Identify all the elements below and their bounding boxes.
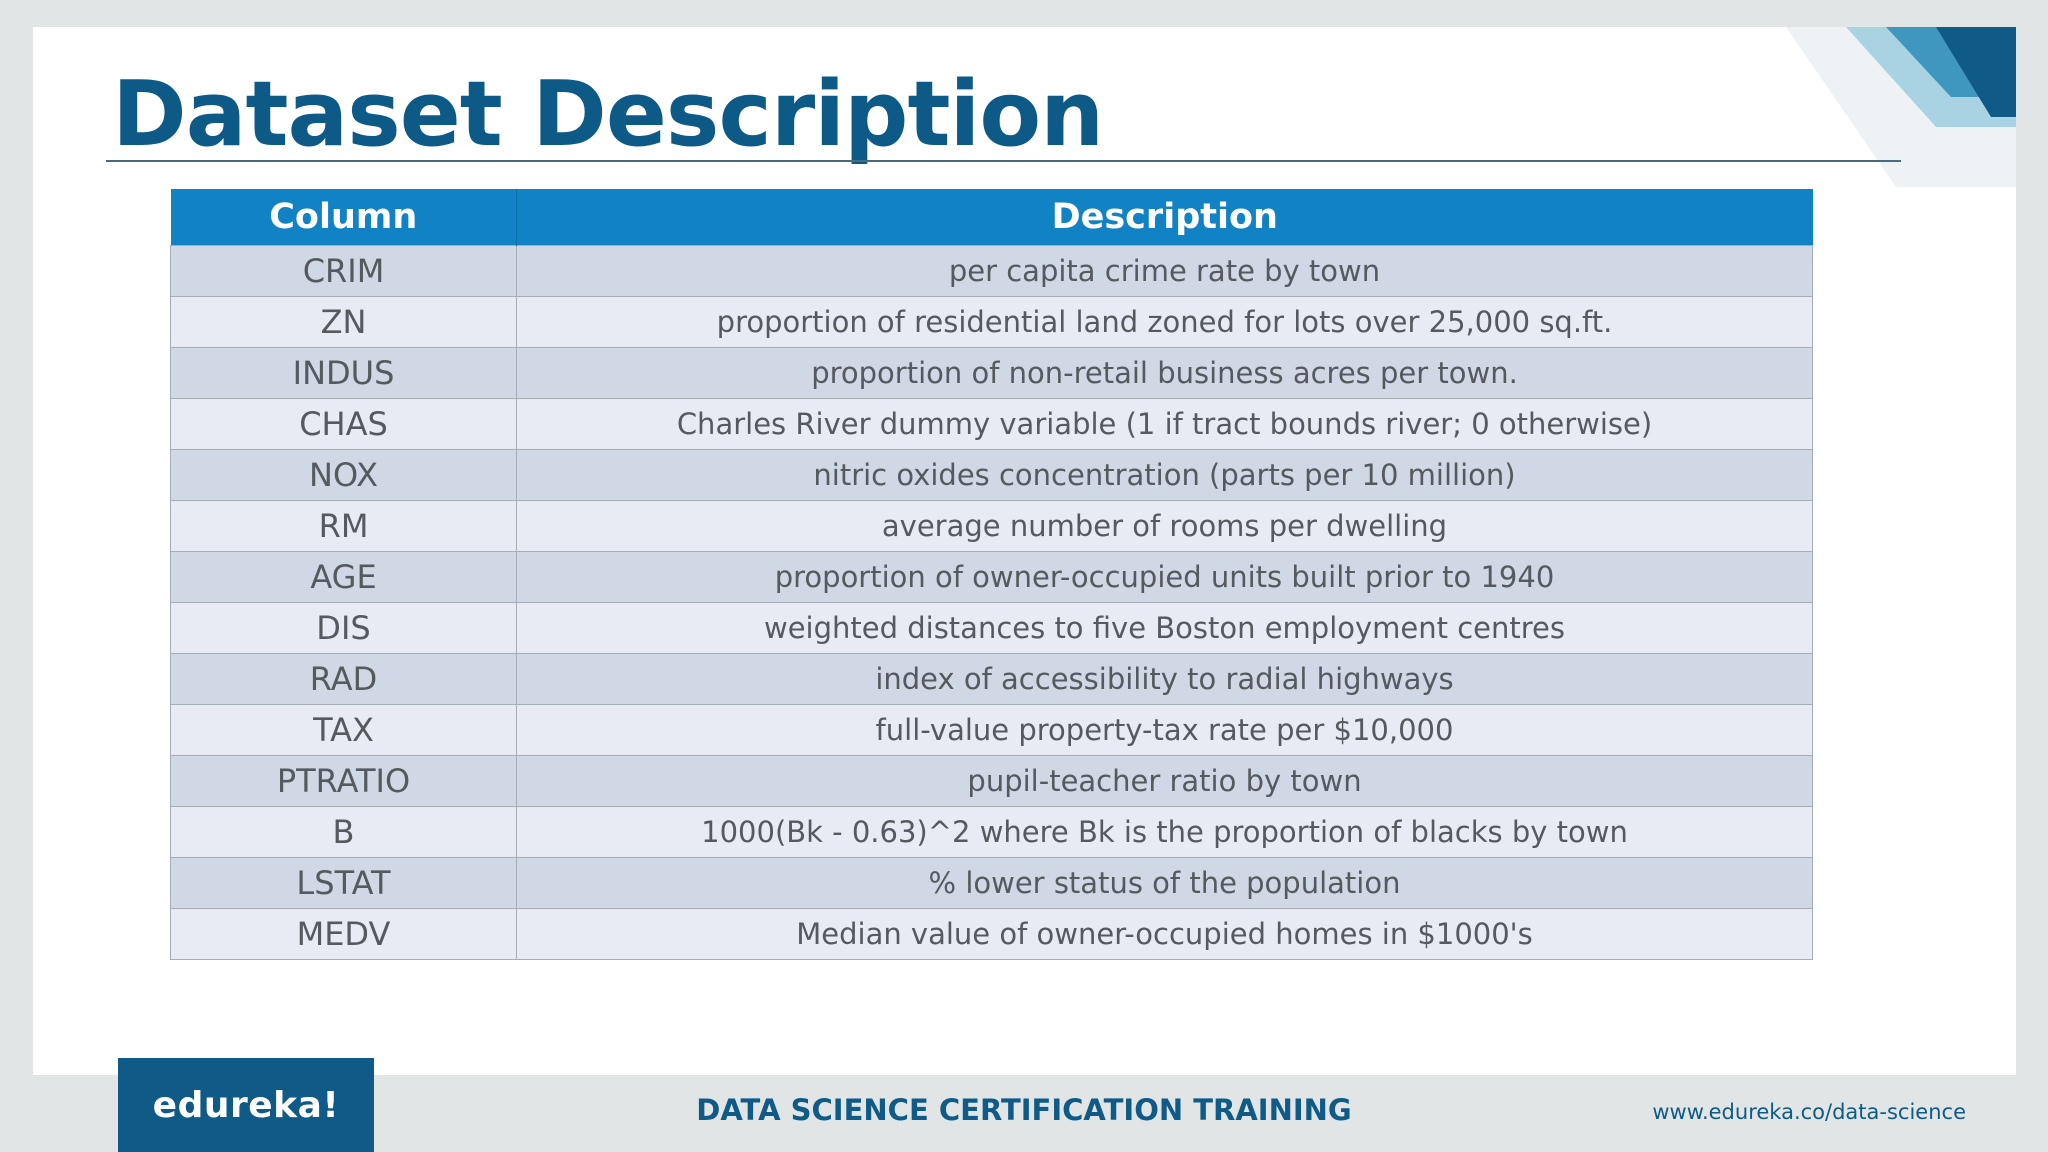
- table-row: B 1000(Bk - 0.63)^2 where Bk is the prop…: [170, 806, 1813, 858]
- table-row: AGE proportion of owner-occupied units b…: [170, 551, 1813, 603]
- column-description-cell: % lower status of the population: [516, 857, 1813, 909]
- column-name-cell: B: [170, 806, 517, 858]
- column-description-cell: weighted distances to five Boston employ…: [516, 602, 1813, 654]
- column-description-cell: per capita crime rate by town: [516, 245, 1813, 297]
- column-name-cell: PTRATIO: [170, 755, 517, 807]
- table-row: TAX full-value property-tax rate per $10…: [170, 704, 1813, 756]
- table-row: INDUS proportion of non-retail business …: [170, 347, 1813, 399]
- column-name-cell: INDUS: [170, 347, 517, 399]
- column-description-cell: proportion of non-retail business acres …: [516, 347, 1813, 399]
- column-name-cell: DIS: [170, 602, 517, 654]
- table-row: MEDV Median value of owner-occupied home…: [170, 908, 1813, 960]
- table-row: RM average number of rooms per dwelling: [170, 500, 1813, 552]
- title-underline: [106, 160, 1901, 162]
- column-description-cell: proportion of owner-occupied units built…: [516, 551, 1813, 603]
- table-row: CHAS Charles River dummy variable (1 if …: [170, 398, 1813, 450]
- dataset-description-table: Column Description CRIM per capita crime…: [170, 189, 1813, 960]
- table-row: PTRATIO pupil-teacher ratio by town: [170, 755, 1813, 807]
- table-row: RAD index of accessibility to radial hig…: [170, 653, 1813, 705]
- column-name-cell: AGE: [170, 551, 517, 603]
- course-title: DATA SCIENCE CERTIFICATION TRAINING: [696, 1093, 1352, 1127]
- column-description-cell: pupil-teacher ratio by town: [516, 755, 1813, 807]
- table-row: LSTAT % lower status of the population: [170, 857, 1813, 909]
- column-name-cell: NOX: [170, 449, 517, 501]
- table-row: CRIM per capita crime rate by town: [170, 245, 1813, 297]
- column-description-cell: Median value of owner-occupied homes in …: [516, 908, 1813, 960]
- column-name-cell: CRIM: [170, 245, 517, 297]
- page-title: Dataset Description: [112, 62, 1104, 167]
- column-description-cell: 1000(Bk - 0.63)^2 where Bk is the propor…: [516, 806, 1813, 858]
- table-row: DIS weighted distances to five Boston em…: [170, 602, 1813, 654]
- column-name-cell: RAD: [170, 653, 517, 705]
- table-header-row: Column Description: [170, 189, 1813, 246]
- column-description-cell: Charles River dummy variable (1 if tract…: [516, 398, 1813, 450]
- table-row: ZN proportion of residential land zoned …: [170, 296, 1813, 348]
- column-name-cell: MEDV: [170, 908, 517, 960]
- column-name-cell: RM: [170, 500, 517, 552]
- column-name-cell: ZN: [170, 296, 517, 348]
- description-header: Description: [516, 189, 1813, 246]
- column-name-cell: CHAS: [170, 398, 517, 450]
- column-description-cell: nitric oxides concentration (parts per 1…: [516, 449, 1813, 501]
- table-row: NOX nitric oxides concentration (parts p…: [170, 449, 1813, 501]
- column-name-cell: TAX: [170, 704, 517, 756]
- column-description-cell: proportion of residential land zoned for…: [516, 296, 1813, 348]
- column-name-cell: LSTAT: [170, 857, 517, 909]
- edureka-logo: edureka!: [118, 1058, 374, 1152]
- footer-url-link[interactable]: www.edureka.co/data-science: [1652, 1100, 1966, 1124]
- corner-decoration-icon: [1786, 27, 2016, 187]
- column-description-cell: average number of rooms per dwelling: [516, 500, 1813, 552]
- column-header: Column: [170, 189, 517, 246]
- column-description-cell: index of accessibility to radial highway…: [516, 653, 1813, 705]
- logo-text: edureka!: [152, 1084, 340, 1126]
- column-description-cell: full-value property-tax rate per $10,000: [516, 704, 1813, 756]
